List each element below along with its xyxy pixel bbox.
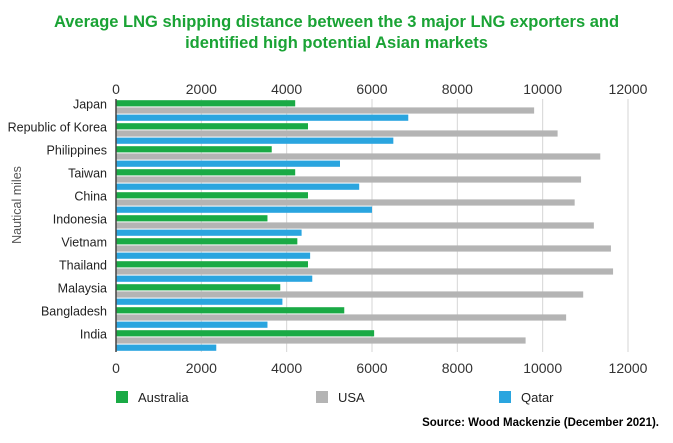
- bar-usa: [116, 268, 614, 275]
- bar-usa: [116, 314, 567, 321]
- bottom-axis-ticks: 0 2000 4000 6000 8000 10000 12000: [112, 360, 648, 376]
- category-label: Bangladesh: [41, 305, 107, 319]
- bar-australia: [116, 123, 308, 130]
- top-tick-label: 12000: [609, 81, 648, 97]
- bar-usa: [116, 245, 611, 252]
- bottom-tick-label: 2000: [186, 360, 217, 376]
- category-label: India: [80, 328, 107, 342]
- bar-australia: [116, 238, 298, 245]
- bar-qatar: [116, 114, 409, 121]
- top-tick-label: 8000: [442, 81, 473, 97]
- chart-title-line-1: Average LNG shipping distance between th…: [53, 13, 620, 31]
- bar-qatar: [116, 160, 340, 167]
- bottom-tick-label: 6000: [356, 360, 387, 376]
- top-tick-label: 4000: [271, 81, 302, 97]
- bottom-tick-label: 12000: [609, 360, 648, 376]
- category-label: Malaysia: [58, 282, 107, 296]
- bar-usa: [116, 176, 582, 183]
- legend: Australia USA Qatar: [116, 390, 554, 405]
- bar-usa: [116, 130, 558, 137]
- category-label: China: [74, 190, 107, 204]
- bar-australia: [116, 284, 281, 291]
- category-label: Vietnam: [61, 236, 107, 250]
- category-label: Japan: [73, 98, 107, 112]
- chart-title: Average LNG shipping distance between th…: [0, 12, 673, 54]
- category-labels: Japan Republic of Korea Philippines Taiwan C…: [8, 98, 107, 342]
- bar-australia: [116, 215, 268, 222]
- category-label: Republic of Korea: [8, 121, 107, 135]
- legend-label: Qatar: [521, 390, 554, 405]
- bar-qatar: [116, 206, 372, 213]
- legend-label: USA: [338, 390, 365, 405]
- y-axis-label: Nautical miles: [10, 166, 24, 244]
- top-tick-label: 6000: [356, 81, 387, 97]
- bar-qatar: [116, 229, 302, 236]
- bar-qatar: [116, 298, 283, 305]
- bar-usa: [116, 107, 535, 114]
- top-tick-label: 0: [112, 81, 120, 97]
- bar-australia: [116, 307, 345, 314]
- bar-australia: [116, 330, 375, 337]
- bottom-tick-label: 4000: [271, 360, 302, 376]
- bar-usa: [116, 337, 526, 344]
- legend-swatch-usa: [316, 391, 328, 403]
- category-label: Philippines: [47, 144, 107, 158]
- chart-title-line-2: identified high potential Asian markets: [185, 34, 488, 52]
- bar-australia: [116, 261, 308, 268]
- bars: [116, 100, 614, 351]
- legend-swatch-australia: [116, 391, 128, 403]
- source-note: Source: Wood Mackenzie (December 2021).: [422, 417, 659, 429]
- bar-usa: [116, 222, 594, 229]
- legend-label: Australia: [138, 390, 189, 405]
- bar-australia: [116, 192, 308, 199]
- bar-australia: [116, 100, 296, 107]
- bar-australia: [116, 146, 272, 153]
- category-label: Taiwan: [68, 167, 107, 181]
- bar-australia: [116, 169, 296, 176]
- bar-qatar: [116, 275, 313, 282]
- bar-qatar: [116, 137, 394, 144]
- top-axis-ticks: 0 2000 4000 6000 8000 10000 12000: [112, 81, 648, 97]
- bar-usa: [116, 153, 601, 160]
- category-label: Indonesia: [53, 213, 107, 227]
- bar-qatar: [116, 252, 311, 259]
- bottom-tick-label: 8000: [442, 360, 473, 376]
- bar-qatar: [116, 321, 268, 328]
- bottom-tick-label: 10000: [523, 360, 562, 376]
- bottom-tick-label: 0: [112, 360, 120, 376]
- bar-usa: [116, 291, 584, 298]
- bar-usa: [116, 199, 575, 206]
- category-label: Thailand: [59, 259, 107, 273]
- legend-swatch-qatar: [499, 391, 511, 403]
- top-tick-label: 10000: [523, 81, 562, 97]
- bar-qatar: [116, 344, 217, 351]
- top-tick-label: 2000: [186, 81, 217, 97]
- bar-qatar: [116, 183, 360, 190]
